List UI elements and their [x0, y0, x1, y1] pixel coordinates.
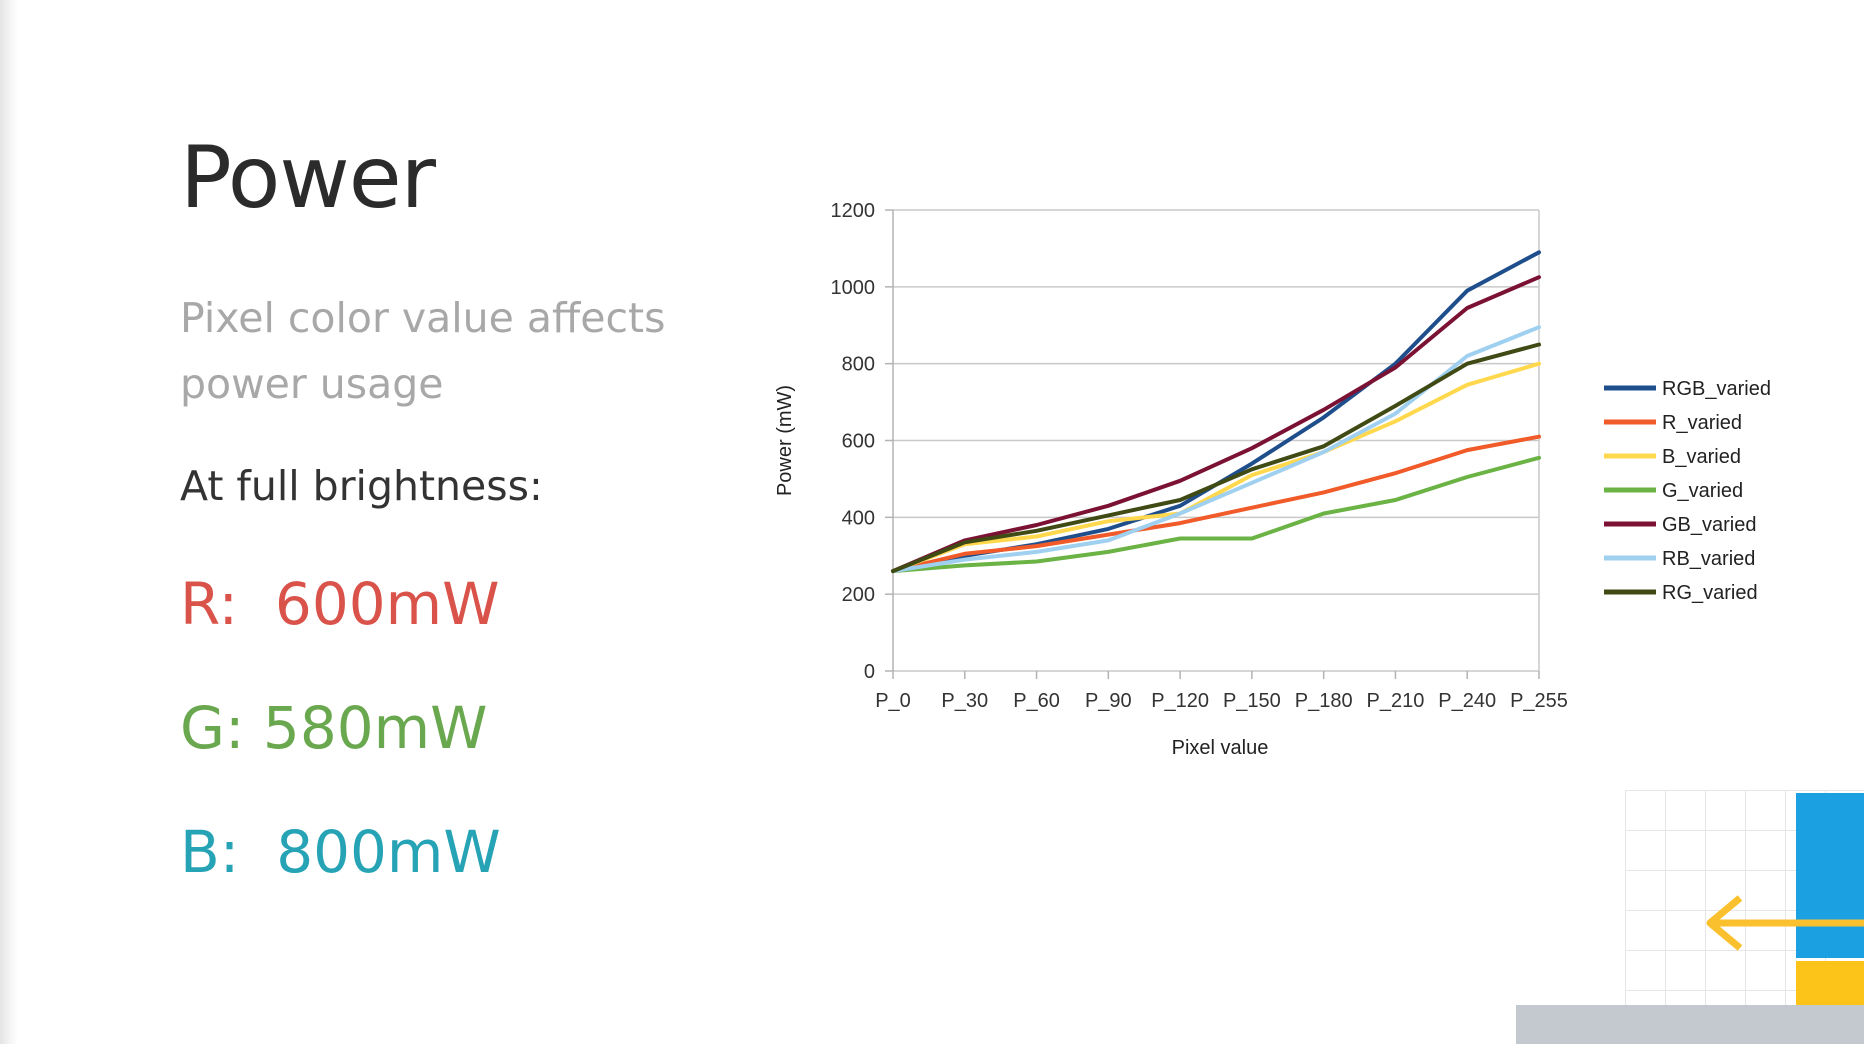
y-tick-label: 600 [842, 431, 875, 453]
red-power-metric: R: 600mW [180, 570, 500, 638]
y-tick-label: 400 [842, 507, 875, 529]
y-tick-label: 0 [864, 661, 875, 683]
y-tick-label: 1200 [831, 200, 876, 222]
x-tick-label: P_240 [1438, 690, 1496, 712]
legend-label: RGB_varied [1662, 378, 1771, 400]
x-tick-label: P_30 [941, 690, 988, 712]
legend-label: B_varied [1662, 446, 1741, 468]
brightness-heading: At full brightness: [180, 462, 543, 510]
y-tick-label: 800 [842, 354, 875, 376]
series-line-RG_varied [891, 342, 1541, 574]
legend-label: RB_varied [1662, 548, 1755, 570]
legend-label: RG_varied [1662, 582, 1758, 604]
x-tick-label: P_120 [1151, 690, 1209, 712]
legend-label: G_varied [1662, 480, 1743, 502]
arrow-left-icon [1706, 895, 1864, 951]
series-line-RGB_varied [891, 250, 1541, 574]
x-tick-label: P_90 [1085, 690, 1132, 712]
x-tick-label: P_180 [1295, 690, 1353, 712]
blue-power-metric: B: 800mW [180, 818, 501, 886]
green-power-metric: G: 580mW [180, 694, 488, 762]
y-tick-label: 1000 [831, 277, 876, 299]
x-tick-label: P_60 [1013, 690, 1060, 712]
slide-subtitle: Pixel color value affects power usage [180, 294, 666, 408]
decorative-blue-block [1796, 793, 1864, 958]
y-tick-label: 200 [842, 584, 875, 606]
series-line-G_varied [891, 455, 1541, 574]
slide-left-shadow [0, 0, 18, 1044]
decorative-gray-bar [1516, 1005, 1864, 1044]
series-line-B_varied [891, 361, 1541, 574]
legend-label: R_varied [1662, 412, 1742, 434]
y-axis-title: Power (mW) [774, 385, 796, 496]
x-axis-title: Pixel value [1172, 737, 1269, 759]
x-tick-label: P_150 [1223, 690, 1281, 712]
decorative-yellow-block [1796, 961, 1864, 1005]
x-tick-label: P_255 [1510, 690, 1568, 712]
slide-title: Power [180, 128, 436, 228]
legend-label: GB_varied [1662, 514, 1757, 536]
series-line-R_varied [891, 434, 1541, 574]
x-tick-label: P_210 [1367, 690, 1425, 712]
x-tick-label: P_0 [875, 690, 911, 712]
series-line-GB_varied [891, 275, 1541, 574]
